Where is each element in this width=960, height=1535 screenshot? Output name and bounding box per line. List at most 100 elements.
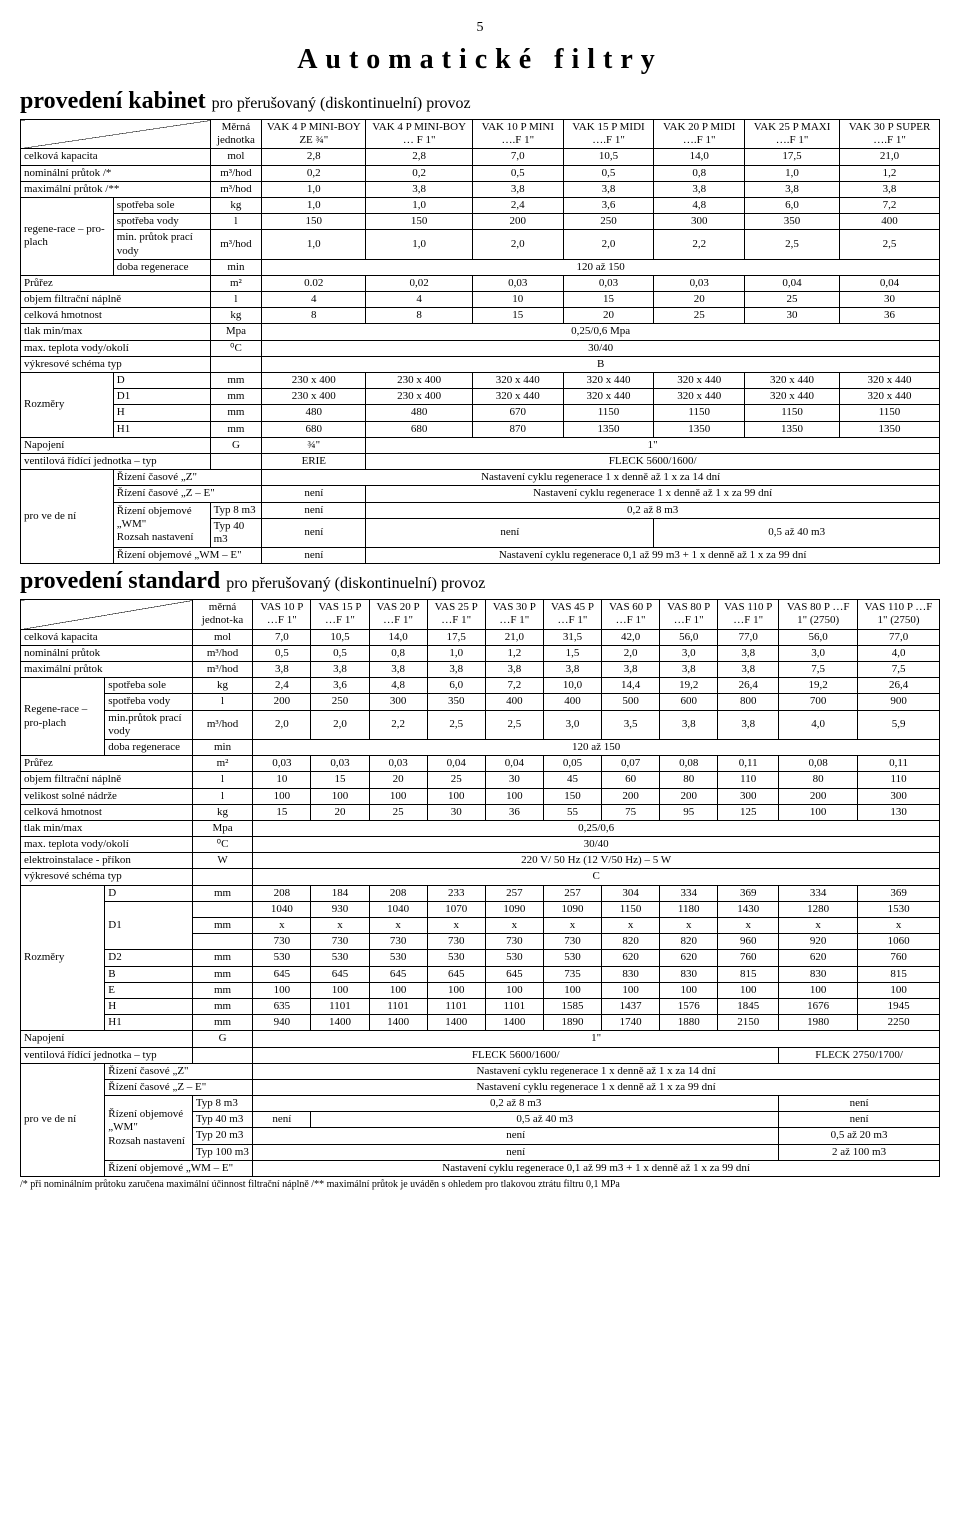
cell: 830 — [660, 966, 718, 982]
cell-span: Nastavení cyklu regenerace 1 x denně až … — [253, 1079, 940, 1095]
group-label: Rozměry — [21, 373, 114, 438]
cell: 25 — [745, 292, 840, 308]
cell: 1,0 — [366, 197, 473, 213]
cell: 1437 — [602, 998, 660, 1014]
cell: 75 — [602, 804, 660, 820]
cell: 2,8 — [366, 149, 473, 165]
cell: 0,04 — [427, 756, 485, 772]
cell: 3,5 — [602, 710, 660, 739]
cell: 55 — [543, 804, 601, 820]
unit: m³/hod — [192, 645, 252, 661]
col-hdr: VAK 4 P MINI-BOY … F 1" — [366, 120, 473, 149]
cell: 1,0 — [262, 197, 366, 213]
cell: 200 — [779, 788, 858, 804]
cell: 14,0 — [369, 629, 427, 645]
cell: x — [858, 918, 940, 934]
cell: 480 — [262, 405, 366, 421]
unit: Mpa — [210, 324, 262, 340]
cell: 930 — [311, 901, 369, 917]
cell: 80 — [779, 772, 858, 788]
cell: 2,5 — [745, 230, 840, 259]
cell: 30 — [427, 804, 485, 820]
row-label: D — [113, 373, 210, 389]
cell: 77,0 — [858, 629, 940, 645]
cell: 645 — [369, 966, 427, 982]
row-label: Průřez — [21, 275, 211, 291]
cell-span: 0,2 až 8 m3 — [253, 1096, 779, 1112]
cell: 21,0 — [840, 149, 940, 165]
cell: 530 — [311, 950, 369, 966]
cell: 830 — [602, 966, 660, 982]
row-label: celková hmotnost — [21, 308, 211, 324]
group-label: pro ve de ní — [21, 1063, 105, 1176]
cell: 1945 — [858, 998, 940, 1014]
cell: 110 — [858, 772, 940, 788]
cell-span: Nastavení cyklu regenerace 0,1 až 99 m3 … — [366, 548, 940, 564]
cell: 30 — [745, 308, 840, 324]
cell: 7,5 — [779, 662, 858, 678]
cell: 320 x 440 — [563, 373, 654, 389]
cell: 320 x 440 — [654, 373, 745, 389]
cell: 100 — [369, 788, 427, 804]
cell: není — [262, 548, 366, 564]
cell: 0,08 — [779, 756, 858, 772]
cell: 7,5 — [858, 662, 940, 678]
cell: 1150 — [840, 405, 940, 421]
type-label: Typ 20 m3 — [192, 1128, 252, 1144]
cell-span: není — [779, 1112, 940, 1128]
row-label: velikost solné nádrže — [21, 788, 193, 804]
cell: 350 — [745, 214, 840, 230]
col-hdr: VAS 25 P …F 1" — [427, 600, 485, 629]
col-hdr: VAS 80 P …F 1" — [660, 600, 718, 629]
cell: 56,0 — [660, 629, 718, 645]
cell-span: 2 až 100 m3 — [779, 1144, 940, 1160]
cell: 200 — [253, 694, 311, 710]
unit: m² — [192, 756, 252, 772]
cell: 320 x 440 — [654, 389, 745, 405]
cell: 3,6 — [311, 678, 369, 694]
cell: 530 — [485, 950, 543, 966]
unit: mm — [192, 1015, 252, 1031]
cell: 3,8 — [427, 662, 485, 678]
unit: mm — [210, 421, 262, 437]
cell: 10 — [472, 292, 563, 308]
cell: 21,0 — [485, 629, 543, 645]
cell: 200 — [472, 214, 563, 230]
cell: 304 — [602, 885, 660, 901]
cell: 10 — [253, 772, 311, 788]
section2-sub: pro přerušovaný (diskontinuelní) provoz — [226, 575, 485, 593]
unit: l — [210, 292, 262, 308]
cell: 1090 — [543, 901, 601, 917]
cell-span: Nastavení cyklu regenerace 0,1 až 99 m3 … — [253, 1160, 940, 1176]
cell: 25 — [654, 308, 745, 324]
cell: 730 — [253, 934, 311, 950]
diag-cell — [21, 600, 193, 629]
unit: mm — [192, 982, 252, 998]
cell: 26,4 — [858, 678, 940, 694]
cell: 730 — [485, 934, 543, 950]
cell: 184 — [311, 885, 369, 901]
cell-span: 0,5 až 40 m3 — [311, 1112, 779, 1128]
cell-span: 0,5 až 20 m3 — [779, 1128, 940, 1144]
col-hdr: VAS 110 P …F 1" (2750) — [858, 600, 940, 629]
cell: 500 — [602, 694, 660, 710]
cell: 100 — [718, 982, 779, 998]
cell: 680 — [262, 421, 366, 437]
cell: x — [485, 918, 543, 934]
unit — [192, 934, 252, 950]
cell: 15 — [253, 804, 311, 820]
cell: 4 — [262, 292, 366, 308]
cell: 350 — [427, 694, 485, 710]
unit: kg — [192, 678, 252, 694]
cell: 320 x 440 — [745, 389, 840, 405]
cell: 900 — [858, 694, 940, 710]
row-label: celková kapacita — [21, 629, 193, 645]
unit: ⁰C — [192, 837, 252, 853]
cell: 30 — [840, 292, 940, 308]
cell: 620 — [602, 950, 660, 966]
cell: 42,0 — [602, 629, 660, 645]
col-hdr: VAK 20 P MIDI ….F 1" — [654, 120, 745, 149]
cell: 1880 — [660, 1015, 718, 1031]
cell: 730 — [369, 934, 427, 950]
cell: 645 — [427, 966, 485, 982]
